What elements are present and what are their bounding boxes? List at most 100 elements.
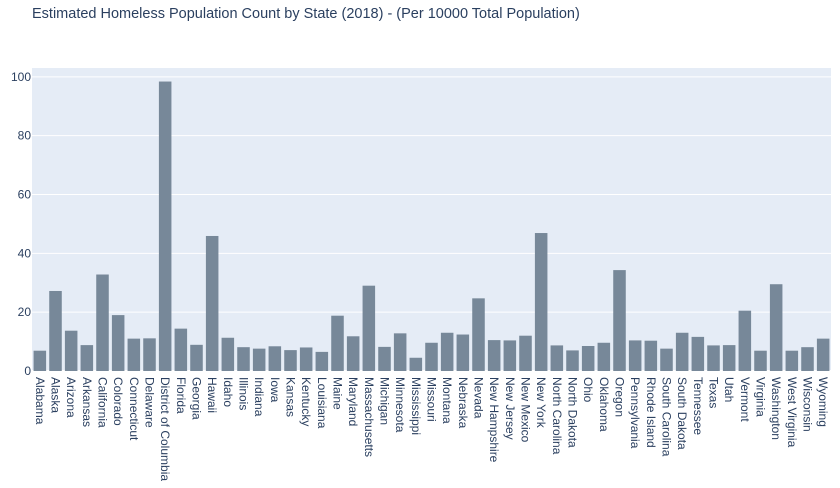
bar[interactable]: [456, 334, 470, 371]
y-tick-label: 60: [18, 187, 32, 201]
bar[interactable]: [707, 345, 720, 371]
x-tick-label: Delaware: [143, 377, 157, 428]
bar[interactable]: [472, 298, 485, 371]
bar[interactable]: [660, 348, 673, 371]
x-tick-label: Virginia: [754, 377, 768, 417]
bar[interactable]: [519, 335, 532, 371]
x-tick-label: California: [96, 377, 110, 428]
bar[interactable]: [801, 347, 814, 371]
bar[interactable]: [409, 357, 423, 371]
x-tick-label: Pennsylvania: [628, 377, 642, 449]
bar[interactable]: [331, 315, 344, 371]
bar[interactable]: [252, 348, 266, 371]
bar[interactable]: [769, 284, 783, 371]
x-tick-label: Utah: [722, 377, 736, 402]
y-tick-label: 100: [11, 70, 31, 84]
x-tick-label: Maine: [331, 377, 345, 410]
x-tick-label: Wisconsin: [801, 377, 815, 432]
bar[interactable]: [550, 345, 564, 371]
x-tick-label: Oklahoma: [597, 377, 611, 432]
x-tick-label: Missouri: [425, 377, 439, 422]
x-tick-label: West Virginia: [785, 377, 799, 448]
bar[interactable]: [566, 350, 579, 371]
bar[interactable]: [503, 340, 517, 371]
x-tick-label: Minnesota: [393, 377, 407, 433]
x-tick-label: New Mexico: [519, 377, 533, 443]
bar[interactable]: [644, 340, 658, 371]
x-tick-label: Ohio: [581, 377, 595, 403]
bar[interactable]: [581, 345, 595, 371]
bar[interactable]: [111, 315, 125, 371]
bar[interactable]: [362, 285, 376, 371]
bar[interactable]: [675, 332, 689, 371]
bar[interactable]: [691, 336, 705, 371]
bar[interactable]: [628, 340, 642, 371]
bar[interactable]: [237, 347, 250, 371]
x-tick-label: South Carolina: [660, 377, 674, 457]
bar[interactable]: [393, 333, 407, 371]
bar[interactable]: [754, 350, 767, 371]
bar[interactable]: [64, 330, 78, 371]
x-tick-label: Connecticut: [127, 377, 141, 441]
bar[interactable]: [816, 338, 830, 371]
x-tick-label: Illinois: [237, 377, 251, 410]
bar[interactable]: [33, 350, 47, 371]
bar[interactable]: [534, 233, 548, 371]
plot-background: [32, 68, 831, 371]
bar[interactable]: [205, 235, 219, 371]
y-axis-ticks: 0 20 40 60 80 100: [11, 70, 31, 378]
bar[interactable]: [268, 346, 282, 371]
x-tick-label: Rhode Island: [644, 377, 658, 448]
bar[interactable]: [597, 342, 611, 371]
x-tick-label: Hawaii: [205, 377, 219, 413]
x-tick-label: Indiana: [252, 377, 266, 417]
x-tick-label: Nevada: [472, 377, 486, 419]
bar[interactable]: [785, 350, 799, 371]
bar[interactable]: [49, 290, 62, 371]
x-tick-label: Arizona: [64, 377, 78, 418]
x-tick-label: Louisiana: [315, 377, 329, 429]
bar[interactable]: [722, 345, 736, 371]
bar[interactable]: [440, 332, 454, 371]
bar[interactable]: [378, 346, 391, 371]
bar[interactable]: [127, 338, 141, 371]
x-tick-label: Maryland: [346, 377, 360, 426]
x-tick-label: Mississippi: [409, 377, 423, 435]
x-tick-label: Colorado: [111, 377, 125, 426]
bar[interactable]: [80, 345, 94, 371]
x-tick-label: New Hampshire: [487, 377, 501, 463]
bar[interactable]: [346, 336, 360, 371]
x-tick-label: Oregon: [613, 377, 627, 417]
y-tick-label: 20: [18, 305, 32, 319]
y-tick-label: 80: [18, 129, 32, 143]
x-tick-label: South Dakota: [675, 377, 689, 450]
x-axis-ticks: Alabama Alaska Arizona Arkansas California Co…: [33, 377, 830, 481]
bar[interactable]: [613, 270, 626, 371]
x-tick-label: North Dakota: [566, 377, 580, 448]
x-tick-label: Georgia: [190, 377, 204, 420]
bar[interactable]: [425, 342, 438, 371]
bar[interactable]: [284, 350, 297, 371]
x-tick-label: Montana: [440, 377, 454, 424]
bar[interactable]: [487, 340, 501, 371]
bar[interactable]: [221, 337, 235, 371]
bar[interactable]: [158, 81, 172, 371]
bar[interactable]: [96, 274, 109, 371]
bar[interactable]: [299, 347, 313, 371]
x-tick-label: Wyoming: [816, 377, 830, 427]
x-tick-label: Tennessee: [691, 377, 705, 435]
bar[interactable]: [174, 328, 188, 371]
x-tick-label: Nebraska: [456, 377, 470, 429]
bar[interactable]: [143, 338, 156, 371]
x-tick-label: Kentucky: [299, 377, 313, 426]
bars: [33, 81, 830, 371]
x-tick-label: Idaho: [221, 377, 235, 407]
x-tick-label: Alaska: [49, 377, 63, 413]
x-tick-label: District of Columbia: [158, 377, 172, 481]
bar[interactable]: [738, 310, 752, 371]
y-tick-label: 0: [24, 364, 31, 378]
bar[interactable]: [315, 351, 329, 371]
x-tick-label: Washington: [769, 377, 783, 440]
bar[interactable]: [190, 344, 203, 371]
